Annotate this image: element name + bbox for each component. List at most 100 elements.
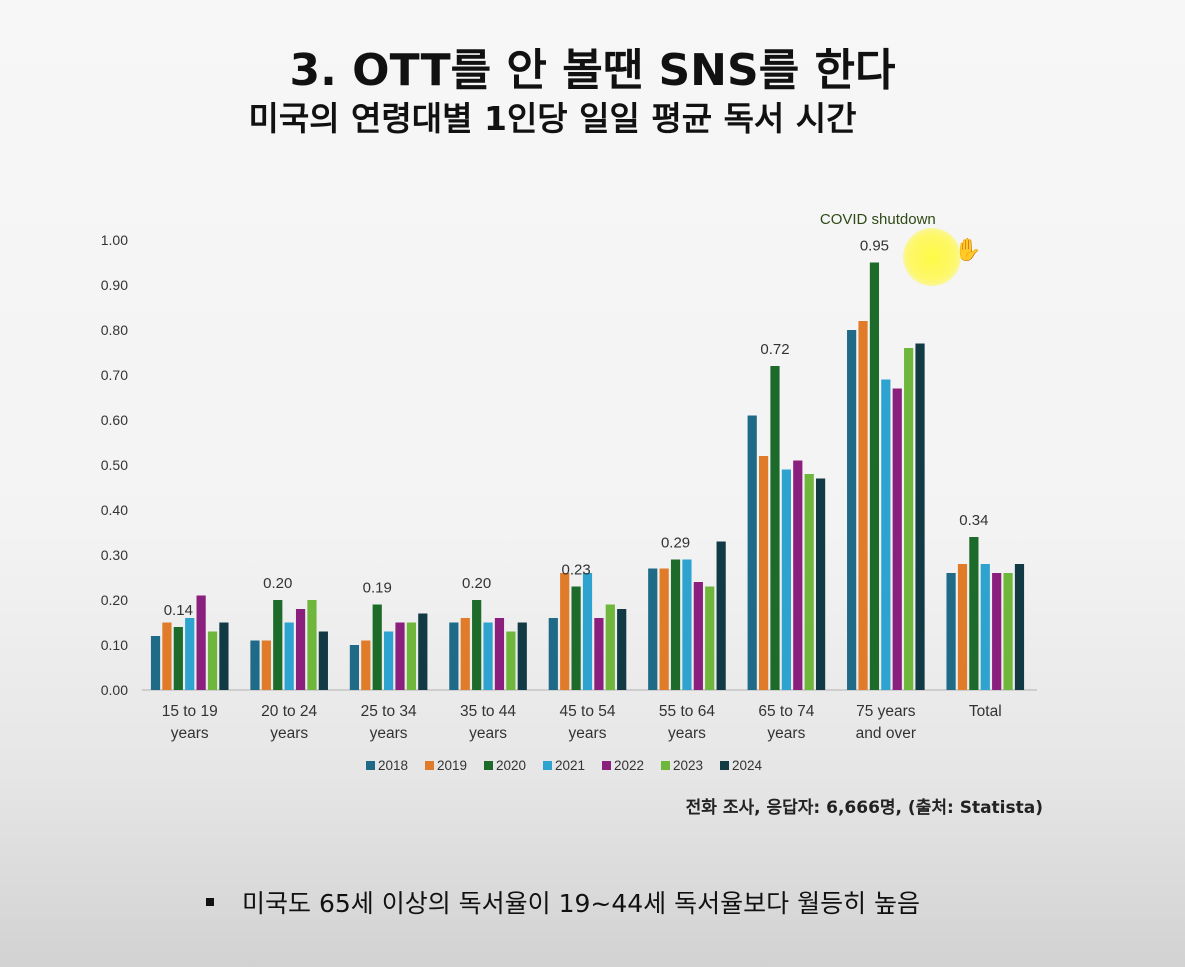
bullet-text: 미국도 65세 이상의 독서율이 19~44세 독서율보다 월등히 높음 [242, 889, 921, 918]
x-category-label: years [569, 725, 607, 742]
legend-swatch-2024 [720, 761, 729, 770]
bar-2024 [318, 631, 328, 690]
y-tick-label: 0.20 [101, 592, 128, 608]
bar-2018 [847, 330, 857, 690]
bar-2018 [349, 645, 360, 690]
bar-2019 [957, 564, 968, 690]
hand-cursor-icon: ✋ [954, 238, 982, 263]
bar-2020 [770, 366, 780, 690]
x-category-label: years [668, 725, 706, 742]
y-tick-label: 0.70 [101, 367, 128, 383]
bar-2022 [693, 582, 703, 690]
bar-2022 [594, 618, 604, 690]
data-label: 0.14 [164, 602, 193, 619]
data-label: 0.29 [661, 535, 690, 552]
bar-2018 [449, 622, 459, 690]
legend-swatch-2022 [602, 761, 611, 770]
bar-2020 [273, 600, 283, 690]
bar-2019 [460, 618, 470, 690]
bar-2023 [506, 631, 516, 690]
bar-2024 [617, 609, 627, 690]
legend-swatch-2023 [661, 761, 670, 770]
bar-2018 [548, 618, 558, 690]
bar-2024 [1014, 564, 1025, 690]
bar-2023 [804, 474, 814, 690]
bar-2021 [682, 559, 692, 690]
bar-2024 [915, 343, 925, 690]
slide-subtitle: 미국의 연령대별 1인당 일일 평균 독서 시간 [248, 99, 857, 138]
x-category-label: 45 to 54 [559, 703, 615, 720]
bar-2021 [384, 631, 394, 690]
legend-swatch-2020 [484, 761, 493, 770]
legend-label-2018: 2018 [378, 758, 408, 773]
data-label: 0.34 [959, 512, 988, 529]
legend-label-2020: 2020 [496, 758, 526, 773]
bar-2021 [185, 618, 195, 690]
bar-2024 [815, 478, 826, 690]
bar-2021 [781, 469, 791, 690]
legend-label-2021: 2021 [555, 758, 585, 773]
x-category-label: 35 to 44 [460, 703, 516, 720]
data-label: 0.20 [263, 575, 292, 592]
bar-2018 [946, 573, 956, 690]
x-category-label: years [171, 725, 209, 742]
bar-2020 [571, 586, 581, 690]
bar-2019 [659, 568, 669, 690]
bar-2023 [207, 631, 218, 690]
bar-2022 [793, 460, 803, 690]
bar-2022 [295, 609, 306, 690]
x-category-label: years [270, 725, 308, 742]
bar-2023 [904, 348, 914, 690]
bar-2019 [758, 456, 769, 690]
bar-2019 [361, 640, 371, 690]
data-label: 0.23 [561, 562, 590, 579]
bar-2020 [173, 627, 183, 690]
x-category-label: 65 to 74 [758, 703, 814, 720]
legend-label-2023: 2023 [673, 758, 703, 773]
data-label: 0.95 [860, 238, 889, 255]
bar-2020 [372, 604, 382, 690]
y-tick-label: 0.50 [101, 457, 128, 473]
x-category-label: 75 years [856, 703, 916, 720]
x-category-label: Total [969, 703, 1002, 720]
bar-2024 [716, 541, 726, 690]
bar-2020 [670, 559, 681, 690]
bullet-square-icon [206, 898, 214, 906]
legend-swatch-2018 [366, 761, 375, 770]
bar-2018 [150, 636, 161, 690]
x-category-label: years [469, 725, 507, 742]
legend-swatch-2021 [543, 761, 552, 770]
bar-2020 [969, 537, 979, 690]
bar-2021 [582, 573, 593, 690]
bar-2023 [406, 622, 417, 690]
bar-2021 [284, 622, 294, 690]
data-label: 0.19 [363, 580, 392, 597]
x-category-label: 55 to 64 [659, 703, 715, 720]
data-label: 0.20 [462, 575, 491, 592]
bar-2023 [605, 604, 615, 690]
y-tick-label: 1.00 [101, 232, 128, 248]
bar-2021 [980, 564, 990, 690]
x-category-label: 15 to 19 [162, 703, 218, 720]
y-tick-label: 0.90 [101, 277, 128, 293]
bar-2024 [517, 622, 527, 690]
data-label: 0.72 [760, 341, 789, 358]
bar-2021 [881, 379, 891, 690]
bar-2023 [705, 586, 715, 690]
x-category-label: years [370, 725, 408, 742]
legend-label-2024: 2024 [732, 758, 763, 773]
bar-2023 [307, 600, 317, 690]
x-category-label: years [767, 725, 805, 742]
legend-label-2019: 2019 [437, 758, 467, 773]
y-tick-label: 0.30 [101, 547, 128, 563]
bar-2022 [494, 618, 505, 690]
bar-2019 [858, 321, 868, 690]
y-tick-label: 0.40 [101, 502, 128, 518]
bar-2019 [261, 640, 271, 690]
bar-2023 [1003, 573, 1013, 690]
cursor-highlight [903, 228, 961, 286]
bar-2020 [869, 262, 880, 690]
bar-2018 [648, 568, 658, 690]
bar-2022 [992, 573, 1002, 690]
source-note: 전화 조사, 응답자: 6,666명, (출처: Statista) [685, 798, 1043, 818]
